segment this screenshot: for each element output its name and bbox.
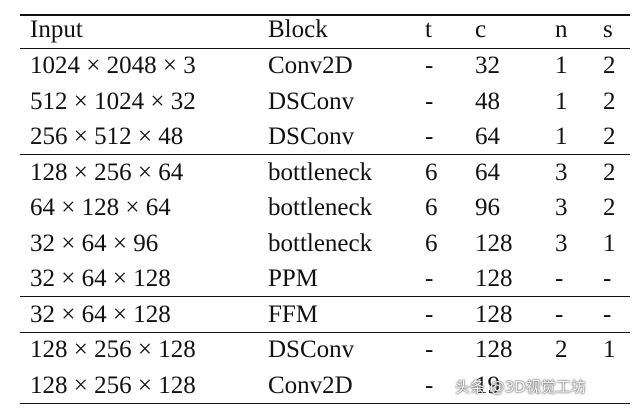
cell: 3 (555, 194, 568, 221)
cell: 2 (603, 52, 616, 79)
cell: 64 (475, 158, 500, 186)
cell: 6 (425, 229, 438, 257)
cell: 3 (555, 229, 568, 257)
cell: 128 (475, 336, 513, 363)
cell: 1 (555, 87, 568, 115)
cell: - (555, 300, 564, 328)
cell: - (555, 265, 564, 292)
cell: 1 (603, 336, 616, 363)
header-cell: c (475, 16, 487, 43)
header-cell: s (603, 16, 613, 43)
rule (20, 296, 630, 297)
cell: 256 × 512 × 48 (30, 123, 184, 150)
cell: 64 (475, 123, 500, 150)
cell: 2 (603, 158, 616, 186)
cell: 48 (475, 87, 500, 115)
cell: 32 × 64 × 128 (30, 265, 171, 292)
rule (20, 402, 630, 404)
cell: 1 (603, 229, 616, 257)
cell: 1024 × 2048 × 3 (30, 52, 196, 79)
cell: FFM (268, 300, 319, 328)
header-cell: n (555, 16, 568, 43)
cell: 96 (475, 194, 500, 221)
cell: 32 (475, 52, 500, 79)
cell: 128 (475, 265, 513, 292)
cell: DSConv (268, 123, 355, 150)
cell: 6 (425, 194, 438, 221)
cell: - (425, 336, 434, 363)
cell: bottleneck (268, 229, 373, 257)
cell: bottleneck (268, 194, 373, 221)
cell: PPM (268, 265, 319, 292)
cell: Conv2D (268, 371, 353, 399)
cell: 2 (603, 123, 616, 150)
cell: 2 (603, 87, 616, 115)
watermark: 头条 @3D视觉工坊 (455, 378, 586, 396)
cell: - (425, 300, 434, 328)
header-cell: t (425, 16, 432, 43)
cell: 32 × 64 × 96 (30, 229, 159, 257)
rule (20, 47, 630, 49)
cell: DSConv (268, 87, 355, 115)
cell: 1 (555, 123, 568, 150)
cell: - (603, 265, 612, 292)
rule (20, 14, 630, 16)
cell: - (603, 300, 612, 328)
cell: 32 × 64 × 128 (30, 300, 171, 328)
cell: - (425, 123, 434, 150)
cell: 128 (475, 229, 513, 257)
cell: 2 (603, 194, 616, 221)
cell: 2 (555, 336, 568, 363)
cell: bottleneck (268, 158, 373, 186)
cell: 128 × 256 × 128 (30, 336, 196, 363)
header-cell: Block (268, 16, 328, 43)
cell: 128 × 256 × 64 (30, 158, 184, 186)
cell: - (425, 52, 434, 79)
cell: 3 (555, 158, 568, 186)
header-cell: Input (30, 16, 83, 43)
cell: 128 × 256 × 128 (30, 371, 196, 399)
cell: - (425, 371, 434, 399)
cell: DSConv (268, 336, 355, 363)
cell: 1 (555, 52, 568, 79)
cell: - (425, 87, 434, 115)
cell: 19 (475, 371, 500, 399)
cell: - (425, 265, 434, 292)
cell: Conv2D (268, 52, 353, 79)
rule (20, 331, 630, 333)
rule (20, 154, 630, 155)
cell: 64 × 128 × 64 (30, 194, 171, 221)
cell: 128 (475, 300, 513, 328)
cell: 6 (425, 158, 438, 186)
cell: 512 × 1024 × 32 (30, 87, 196, 115)
